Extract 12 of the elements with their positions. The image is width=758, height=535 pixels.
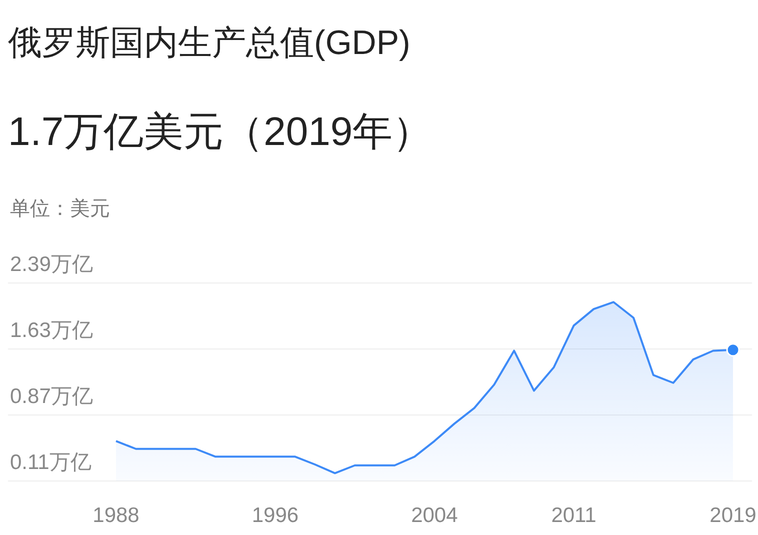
- text: 单位：美元: [10, 197, 110, 220]
- chart-title: 俄罗斯国内生产总值(GDP): [8, 24, 410, 62]
- x-tick-label: 2011: [551, 504, 596, 527]
- y-tick-label: 0.87万亿: [10, 385, 93, 408]
- y-tick-label: 1.63万亿: [10, 319, 93, 342]
- y-tick-label: 2.39万亿: [10, 253, 93, 276]
- y-tick-label: 0.11万亿: [10, 451, 92, 474]
- x-tick-label: 1988: [92, 504, 140, 527]
- chart-subtitle: 1.7万亿美元（2019年）: [8, 110, 433, 154]
- x-tick-label: 2019: [710, 504, 756, 527]
- x-tick-label: 1996: [252, 504, 299, 527]
- x-tick-label: 2004: [411, 504, 458, 527]
